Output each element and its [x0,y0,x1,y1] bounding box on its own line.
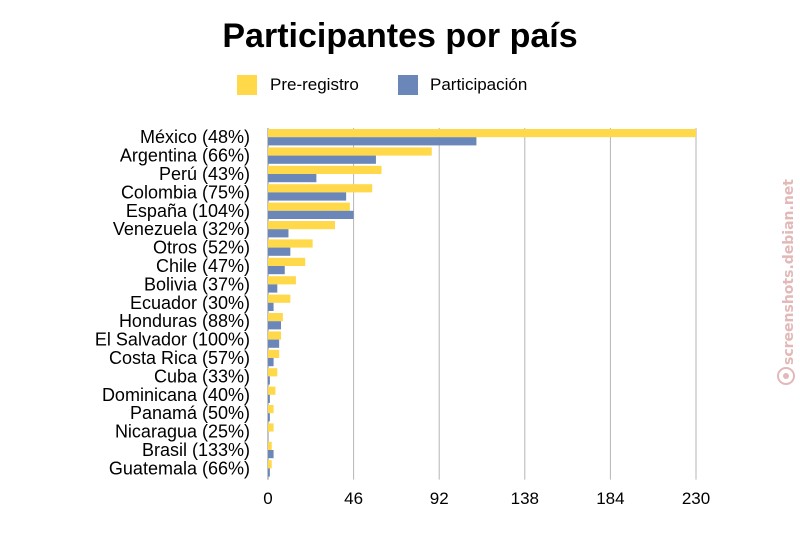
bar-pre-registro [268,276,296,285]
bar-participacion [268,155,376,164]
chart-title: Participantes por país [222,17,577,55]
bar-participacion [268,339,280,348]
x-tick-label: 92 [430,489,449,508]
bars [268,129,696,477]
bar-participacion [268,284,278,293]
bar-participacion [268,413,270,422]
category-label: Dominicana (40%) [102,385,250,405]
bar-pre-registro [268,331,282,340]
bar-pre-registro [268,349,280,358]
bar-participacion [268,210,354,219]
legend-label-participacion: Participación [430,75,527,94]
bar-participacion [268,266,285,275]
category-label: Nicaragua (25%) [115,422,250,442]
category-label: Perú (43%) [159,164,250,184]
watermark-text: screenshots.debian.net [781,179,797,365]
bar-participacion [268,174,317,183]
bar-pre-registro [268,129,696,138]
category-labels: México (48%)Argentina (66%)Perú (43%)Col… [95,127,250,478]
bar-participacion [268,302,274,311]
watermark-logo-icon [777,367,795,385]
category-label: España (104%) [126,201,250,221]
category-label: El Salvador (100%) [95,330,250,350]
bar-participacion [268,321,282,330]
gridlines [267,128,697,480]
category-label: Panamá (50%) [130,403,250,423]
category-label: México (48%) [140,127,250,147]
category-label: Honduras (88%) [119,311,250,331]
bar-pre-registro [268,184,373,193]
category-label: Cuba (33%) [154,366,250,386]
bar-participacion [268,468,270,477]
bar-pre-registro [268,239,313,248]
bar-participacion [268,247,291,256]
category-label: Argentina (66%) [120,146,250,166]
category-label: Guatemala (66%) [109,458,250,478]
category-label: Brasil (133%) [142,440,250,460]
x-tick-label: 46 [344,489,363,508]
x-tick-label: 0 [263,489,272,508]
legend-label-pre-registro: Pre-registro [270,75,359,94]
category-label: Chile (47%) [156,256,250,276]
bar-pre-registro [268,221,335,230]
bar-pre-registro [268,460,272,469]
bar-pre-registro [268,147,432,156]
bar-pre-registro [268,441,272,450]
bar-participacion [268,137,477,146]
category-label: Otros (52%) [153,238,250,258]
bar-participacion [268,450,274,459]
category-label: Costa Rica (57%) [109,348,250,368]
bar-participacion [268,229,289,238]
bar-pre-registro [268,294,291,303]
bar-pre-registro [268,405,274,414]
bar-pre-registro [268,202,350,211]
x-tick-label: 230 [682,489,710,508]
x-tick-label: 138 [511,489,539,508]
legend: Pre-registro Participación [237,75,527,95]
x-tick-label: 184 [596,489,624,508]
category-label: Ecuador (30%) [130,293,250,313]
bar-participacion [268,192,347,201]
bar-pre-registro [268,257,306,266]
category-label: Bolivia (37%) [144,274,250,294]
bar-pre-registro [268,368,278,377]
legend-swatch-participacion [398,75,418,95]
category-label: Venezuela (32%) [113,219,250,239]
x-axis-ticks: 0 46 92 138 184 230 [263,489,710,508]
bar-participacion [268,394,270,403]
bar-participacion [268,376,270,385]
bar-pre-registro [268,313,283,322]
category-label: Colombia (75%) [121,182,250,202]
bar-pre-registro [268,165,382,174]
bar-participacion [268,358,274,367]
bar-pre-registro [268,423,274,432]
bar-pre-registro [268,386,276,395]
legend-swatch-pre-registro [237,75,257,95]
